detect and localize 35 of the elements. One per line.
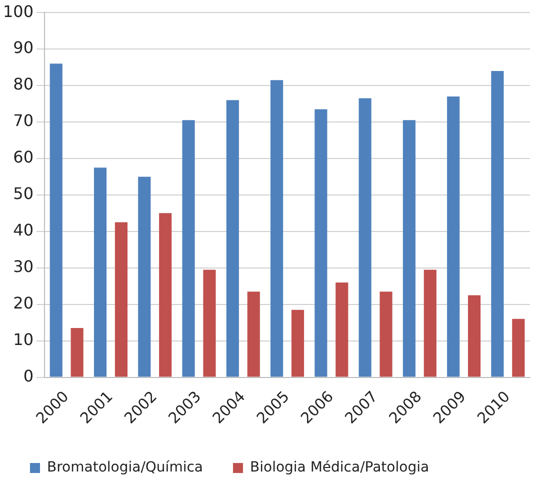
legend-label: Biologia Médica/Patologia — [250, 460, 430, 476]
bar — [203, 270, 216, 377]
y-tick-label: 30 — [13, 257, 34, 276]
bar — [247, 292, 260, 377]
y-tick-label: 90 — [13, 38, 34, 58]
y-tick-label: 80 — [13, 74, 34, 94]
bar — [447, 96, 460, 377]
bar — [270, 80, 284, 377]
y-tick-label: 60 — [13, 148, 34, 167]
bar — [402, 120, 416, 377]
y-tick-label: 50 — [13, 184, 34, 204]
y-tick-label: 70 — [13, 111, 34, 130]
bar — [491, 70, 504, 377]
y-tick-label: 100 — [2, 2, 34, 21]
y-tick-label: 0 — [23, 366, 34, 386]
bar — [138, 176, 151, 377]
bar — [291, 310, 304, 377]
legend-label: Bromatologia/Química — [47, 460, 204, 476]
bar — [336, 282, 348, 377]
bar — [380, 292, 392, 377]
y-tick-label: 40 — [13, 220, 34, 240]
bar — [70, 328, 84, 377]
bar — [182, 120, 195, 377]
y-tick-label: 20 — [13, 294, 34, 312]
bar — [512, 318, 525, 377]
bar — [314, 109, 328, 377]
bar — [50, 64, 62, 377]
bar — [424, 270, 436, 377]
bar — [159, 213, 172, 377]
bar — [358, 98, 372, 377]
bar — [468, 295, 481, 377]
bar — [226, 100, 239, 377]
bar — [94, 168, 107, 377]
y-tick-label: 10 — [13, 330, 34, 349]
bar — [114, 222, 128, 377]
